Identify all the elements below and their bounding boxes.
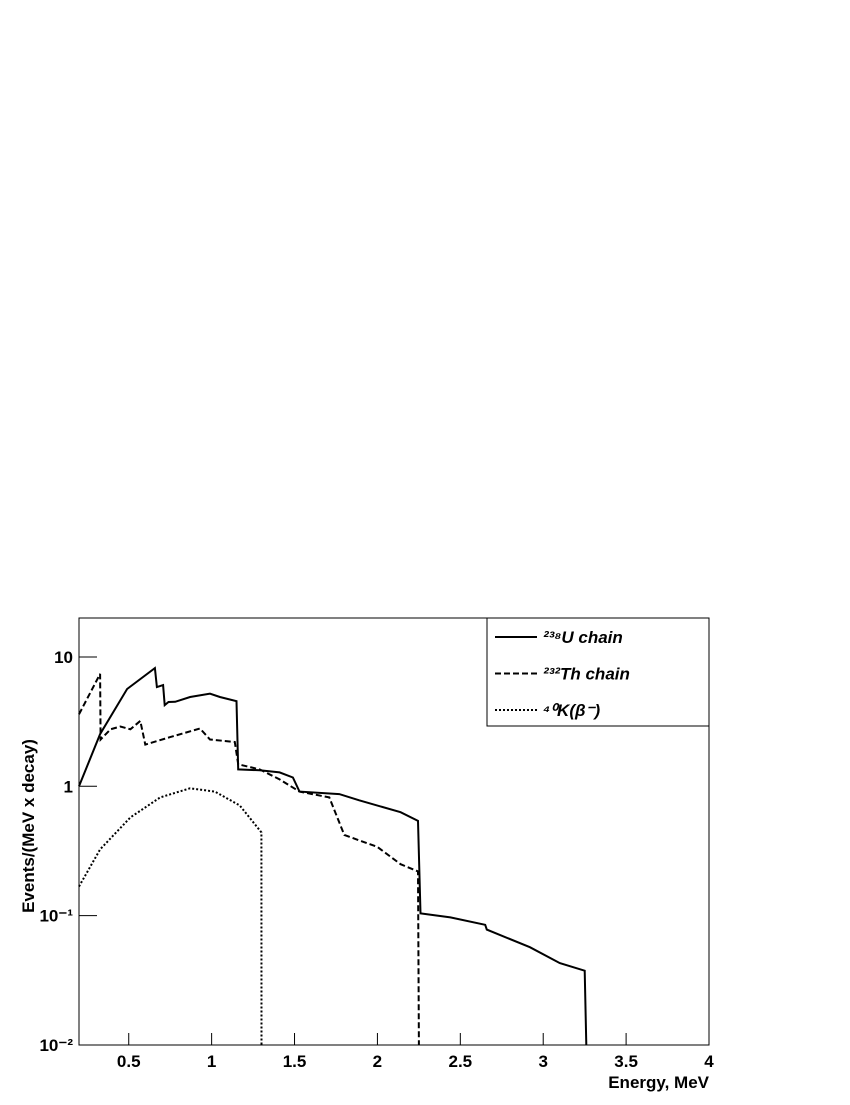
- x-tick-label: 2.5: [448, 1052, 472, 1071]
- x-axis-label: Energy, MeV: [608, 1073, 709, 1092]
- x-tick-label: 4: [704, 1052, 714, 1071]
- y-tick-label: 10⁻²: [39, 1036, 73, 1055]
- legend-label: ²³²Th chain: [543, 665, 630, 684]
- x-tick-label: 0.5: [117, 1052, 141, 1071]
- plot-frame: [78, 617, 710, 1046]
- x-tick-label: 3: [538, 1052, 547, 1071]
- y-tick-label: 1: [64, 777, 73, 796]
- y-axis-label: Events/(MeV x decay): [19, 739, 38, 913]
- x-tick-label: 2: [373, 1052, 382, 1071]
- series-line: [78, 673, 420, 1046]
- series-line: [78, 787, 263, 1046]
- legend-label: ²³⁸U chain: [543, 628, 623, 647]
- x-tick-label: 3.5: [614, 1052, 638, 1071]
- y-tick-label: 10⁻¹: [39, 907, 73, 926]
- x-tick-label: 1.5: [283, 1052, 307, 1071]
- y-tick-label: 10: [54, 648, 73, 667]
- legend-label: ⁴⁰K(β⁻): [543, 701, 601, 720]
- series-line: [78, 666, 588, 1046]
- x-tick-label: 1: [207, 1052, 216, 1071]
